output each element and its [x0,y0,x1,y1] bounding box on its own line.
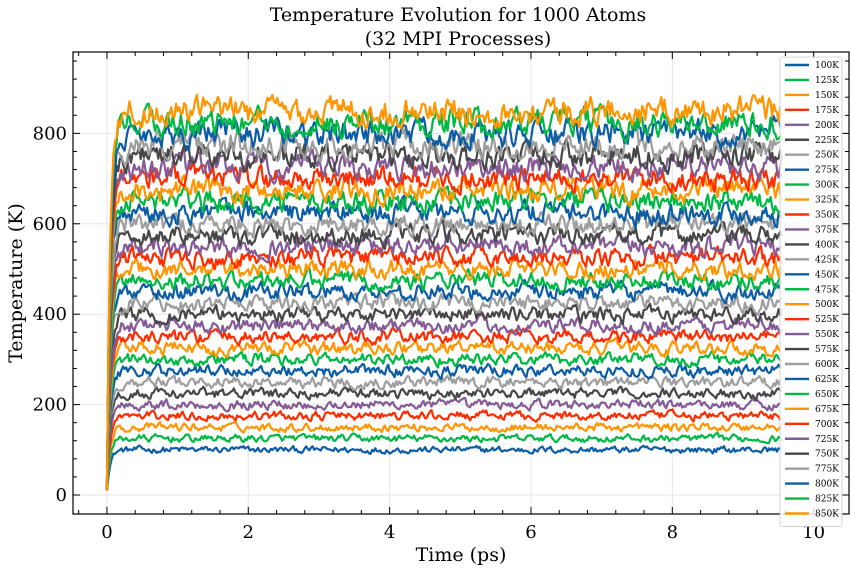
x-tick-label: 2 [243,522,254,543]
series-line-575K [105,218,783,491]
series-line-325K [105,336,783,491]
legend-label: 325K [815,196,839,206]
legend-label: 775K [815,465,839,475]
series-line-675K [105,173,783,491]
series-line-600K [105,208,783,491]
legend-label: 675K [815,405,839,415]
chart-title-line-2: (32 MPI Processes) [365,28,552,50]
series-line-175K [105,408,783,491]
x-tick-labels: 0 2 4 6 8 10 [101,522,825,543]
series-line-300K [105,349,783,491]
x-tick-label: 10 [802,522,825,543]
legend-label: 125K [815,76,839,86]
series-line-400K [105,302,783,491]
series-line-625K [105,194,783,491]
legend-label: 350K [815,211,839,221]
series-line-375K [105,314,783,491]
series-line-100K [105,444,782,491]
axis-ticks [73,52,849,514]
legend-label: 225K [815,136,839,146]
legend-label: 375K [815,225,839,235]
legend-label: 150K [815,91,839,101]
legend-label: 850K [815,510,839,520]
legend-label: 400K [815,240,839,250]
legend-label: 275K [815,166,839,176]
legend-label: 525K [815,315,839,325]
legend-label: 425K [815,255,839,265]
series-line-750K [105,137,783,491]
y-tick-label: 0 [56,485,67,506]
legend-label: 450K [815,270,839,280]
series-line-800K [105,113,783,491]
legend-label: 575K [815,345,839,355]
series-line-125K [105,431,783,491]
legend-label: 200K [815,121,839,131]
legend-label: 550K [815,330,839,340]
series-line-475K [105,266,783,491]
series-lines [105,93,783,491]
legend-label: 475K [815,285,839,295]
y-tick-label: 800 [33,123,67,144]
legend-label: 750K [815,450,839,460]
y-tick-label: 200 [33,395,67,416]
legend: 100K 125K 150K 175K 200K 225K 250K 275K 300K 325K… [779,56,843,527]
legend-label: 250K [815,151,839,161]
series-line-200K [105,397,783,491]
x-tick-label: 8 [667,522,678,543]
series-line-850K [105,93,783,491]
legend-label: 600K [815,360,839,370]
legend-label: 650K [815,390,839,400]
legend-label: 100K [815,61,839,71]
plot-frame [72,51,850,515]
legend-label: 825K [815,495,839,505]
series-line-550K [105,231,783,491]
legend-label: 300K [815,181,839,191]
legend-label: 700K [815,420,839,430]
x-tick-label: 4 [384,522,395,543]
series-line-450K [105,278,783,491]
legend-label: 800K [815,480,839,490]
legend-label: 625K [815,375,839,385]
legend-label: 725K [815,435,839,445]
series-line-700K [105,161,783,491]
series-line-150K [105,420,783,491]
legend-label: 175K [815,106,839,116]
y-tick-labels: 0 200 400 600 800 [33,123,67,506]
y-axis-label: Temperature (K) [5,203,27,363]
chart-title-line-1: Temperature Evolution for 1000 Atoms [270,4,647,26]
series-line-225K [105,385,783,491]
x-tick-label: 6 [525,522,536,543]
y-tick-label: 400 [33,304,67,325]
legend-label: 500K [815,300,839,310]
x-tick-label: 0 [101,522,112,543]
x-axis-label: Time (ps) [416,544,507,566]
series-line-250K [105,374,783,491]
series-line-275K [105,362,783,491]
y-tick-label: 600 [33,214,67,235]
